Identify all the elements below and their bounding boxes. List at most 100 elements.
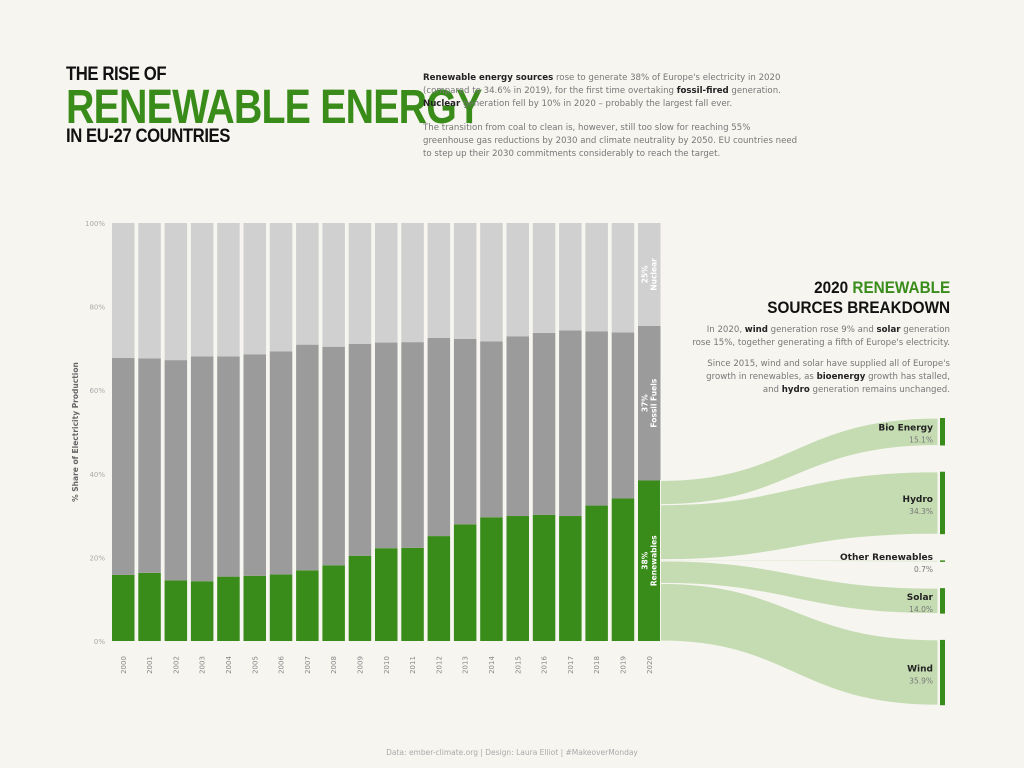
y-tick-label: 80% xyxy=(89,304,105,312)
x-tick-label: 2001 xyxy=(146,656,154,674)
sankey-node-value: 0.7% xyxy=(914,565,933,574)
bar-nuclear xyxy=(585,223,608,332)
bar-renewables xyxy=(532,514,556,641)
bar-fossil-fuels xyxy=(532,332,556,515)
bar-nuclear xyxy=(453,223,477,339)
sankey-node-name: Wind xyxy=(907,665,933,675)
breakdown-paragraph-1: In 2020, wind generation rose 9% and sol… xyxy=(690,324,950,350)
breakdown-text: generation remains unchanged. xyxy=(809,385,950,395)
sankey-node-value: 15.1% xyxy=(909,436,933,445)
bar-fossil-fuels xyxy=(559,330,582,517)
bar-nuclear xyxy=(532,223,556,333)
bar-fossil-fuels xyxy=(164,360,188,581)
sankey-flow xyxy=(660,582,939,706)
series-label-pct: 37% xyxy=(640,394,649,412)
breakdown-title-line2: SOURCES BREAKDOWN xyxy=(767,298,950,317)
sankey-flow xyxy=(660,560,939,615)
breakdown-paragraph-2: Since 2015, wind and solar have supplied… xyxy=(690,358,950,397)
sankey-flow xyxy=(660,417,939,506)
x-tick-label: 2018 xyxy=(593,656,601,674)
breakdown-bold-hydro: hydro xyxy=(781,385,810,395)
bar-nuclear xyxy=(506,223,529,337)
bar-fossil-fuels xyxy=(585,331,608,506)
breakdown-bold-wind: wind xyxy=(744,325,768,335)
bar-renewables xyxy=(269,574,293,641)
sankey-node-bar xyxy=(940,639,945,706)
bar-fossil-fuels xyxy=(401,342,424,548)
bar-fossil-fuels xyxy=(322,346,345,566)
sankey-node-value: 35.9% xyxy=(909,677,933,686)
breakdown-title-green: RENEWABLE xyxy=(852,278,950,297)
y-tick-label: 100% xyxy=(85,220,105,228)
series-label-name: Renewables xyxy=(649,535,658,586)
bar-fossil-fuels xyxy=(506,336,529,517)
bar-renewables xyxy=(190,581,214,641)
x-tick-label: 2011 xyxy=(409,656,417,674)
x-tick-label: 2003 xyxy=(199,656,207,674)
x-tick-label: 2002 xyxy=(172,656,180,674)
bar-nuclear xyxy=(480,223,503,342)
y-axis-label: % Share of Electricity Production xyxy=(71,362,80,502)
bar-renewables xyxy=(138,572,161,641)
sankey-node-value: 14.0% xyxy=(909,605,933,614)
x-tick-label: 2019 xyxy=(619,656,627,674)
bar-fossil-fuels xyxy=(348,343,372,556)
breakdown-bold-solar: solar xyxy=(876,325,901,335)
title-sub: IN EU-27 COUNTRIES xyxy=(66,126,230,147)
bar-nuclear xyxy=(375,223,398,343)
title-top: THE RISE OF xyxy=(66,64,167,85)
bar-renewables xyxy=(217,576,240,641)
x-tick-label: 2000 xyxy=(120,656,128,674)
breakdown-title-line1: 2020 RENEWABLE xyxy=(814,278,950,298)
bar-renewables xyxy=(243,575,266,641)
bar-nuclear xyxy=(269,223,293,352)
x-tick-label: 2020 xyxy=(646,656,654,674)
bar-nuclear xyxy=(138,223,161,359)
x-tick-label: 2005 xyxy=(251,656,259,674)
y-tick-label: 60% xyxy=(89,387,105,395)
sankey-flow xyxy=(660,471,939,561)
bar-nuclear xyxy=(427,223,451,338)
bar-nuclear xyxy=(112,223,135,359)
sankey-node-name: Solar xyxy=(907,593,934,603)
breakdown-text: In 2020, xyxy=(706,325,745,335)
bar-nuclear xyxy=(190,223,214,357)
bar-renewables xyxy=(401,547,424,641)
bar-fossil-fuels xyxy=(112,358,135,575)
bar-nuclear xyxy=(638,223,661,326)
y-tick-label: 40% xyxy=(89,471,105,479)
sankey-node-bar xyxy=(940,471,945,535)
bar-renewables xyxy=(611,498,635,641)
x-tick-label: 2004 xyxy=(225,656,233,674)
sankey-node-name: Bio Energy xyxy=(878,424,933,434)
x-tick-label: 2008 xyxy=(330,656,338,674)
sankey-node-bar xyxy=(940,560,945,562)
bar-fossil-fuels xyxy=(638,325,661,481)
bar-fossil-fuels xyxy=(611,332,635,499)
bar-renewables xyxy=(375,548,398,641)
breakdown-title-prefix: 2020 xyxy=(813,278,853,297)
x-tick-label: 2010 xyxy=(383,656,391,674)
bar-fossil-fuels xyxy=(375,342,398,549)
x-tick-label: 2014 xyxy=(488,656,496,674)
series-label-pct: 38% xyxy=(640,551,649,569)
bar-renewables xyxy=(296,570,319,641)
intro-bold-renewables: Renewable energy sources xyxy=(423,73,554,83)
bar-nuclear xyxy=(611,223,635,333)
x-tick-label: 2013 xyxy=(462,656,470,674)
sankey-flow xyxy=(660,559,939,563)
bar-nuclear xyxy=(401,223,424,343)
intro-paragraph-1: Renewable energy sources rose to generat… xyxy=(423,72,803,111)
bar-fossil-fuels xyxy=(138,358,161,573)
x-tick-label: 2012 xyxy=(435,656,443,674)
sankey-node-name: Hydro xyxy=(903,495,933,505)
bar-fossil-fuels xyxy=(190,356,214,582)
bar-renewables xyxy=(506,516,529,641)
bar-nuclear xyxy=(217,223,240,357)
bar-fossil-fuels xyxy=(480,341,503,518)
series-label-name: Fossil Fuels xyxy=(649,378,658,427)
y-tick-label: 0% xyxy=(94,638,105,646)
sankey-node-bar xyxy=(940,418,945,446)
bar-nuclear xyxy=(296,223,319,345)
breakdown-bold-bioenergy: bioenergy xyxy=(816,372,866,382)
